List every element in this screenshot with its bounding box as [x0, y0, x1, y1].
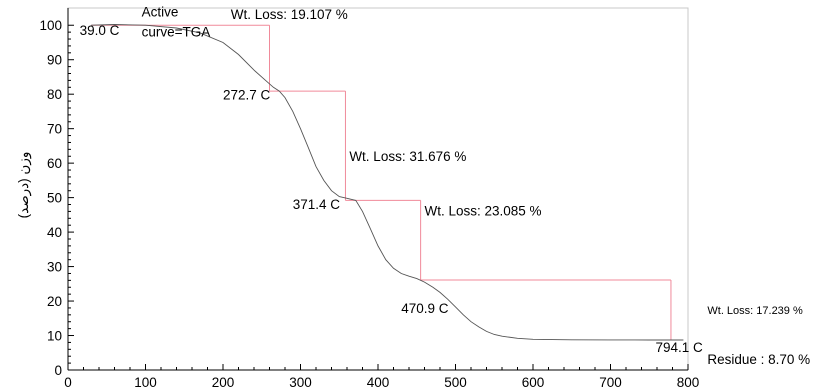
- x-tick-label: 600: [522, 375, 545, 390]
- y-tick-label: 80: [47, 87, 62, 102]
- y-tick-label: 90: [47, 53, 62, 68]
- y-tick-label: 0: [54, 363, 62, 378]
- x-tick-label: 400: [367, 375, 390, 390]
- y-tick-label: 60: [47, 156, 62, 171]
- y-tick-label: 30: [47, 260, 62, 275]
- annotation-label: Wt. Loss: 19.107 %: [231, 7, 348, 22]
- annotation-label: 272.7 C: [223, 87, 271, 102]
- y-tick-label: 40: [47, 225, 62, 240]
- annotation-label: 39.0 C: [80, 23, 120, 38]
- annotation-label: curve=TGA: [142, 24, 211, 39]
- y-axis-label: وزن (درصد): [16, 152, 32, 219]
- x-tick-label: 500: [444, 375, 467, 390]
- y-tick-label: 20: [47, 294, 62, 309]
- annotation-label: 470.9 C: [401, 301, 449, 316]
- annotation-label: 794.1 C: [655, 340, 703, 355]
- x-tick-label: 100: [134, 375, 157, 390]
- x-tick-label: 300: [289, 375, 312, 390]
- x-tick-label: 800: [677, 375, 700, 390]
- tga-curve-line: [91, 24, 684, 341]
- x-tick-label: 700: [599, 375, 622, 390]
- x-tick-label: 200: [212, 375, 235, 390]
- x-tick-label: 0: [64, 375, 72, 390]
- y-tick-label: 50: [47, 191, 62, 206]
- annotation-label: 371.4 C: [293, 197, 341, 212]
- annotation-label: Residue : 8.70 %: [707, 352, 810, 367]
- y-tick-label: 70: [47, 122, 62, 137]
- y-tick-label: 100: [39, 18, 62, 33]
- y-tick-label: 10: [47, 329, 62, 344]
- annotation-label: Wt. Loss: 17.239 %: [707, 305, 803, 317]
- annotation-label: Active: [142, 5, 179, 20]
- annotation-label: Wt. Loss: 23.085 %: [425, 204, 542, 219]
- annotation-label: Wt. Loss: 31.676 %: [349, 149, 466, 164]
- plot-frame: [67, 7, 689, 371]
